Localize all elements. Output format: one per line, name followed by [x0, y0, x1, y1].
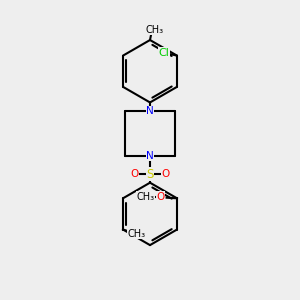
Text: N: N — [146, 106, 154, 116]
Text: N: N — [146, 151, 154, 161]
Text: Cl: Cl — [158, 48, 169, 58]
Text: CH₃: CH₃ — [137, 192, 155, 202]
Text: CH₃: CH₃ — [146, 25, 164, 34]
Text: O: O — [130, 169, 139, 179]
Text: CH₃: CH₃ — [127, 229, 146, 239]
Text: O: O — [161, 169, 169, 179]
Text: O: O — [157, 192, 165, 202]
Text: S: S — [146, 168, 154, 181]
